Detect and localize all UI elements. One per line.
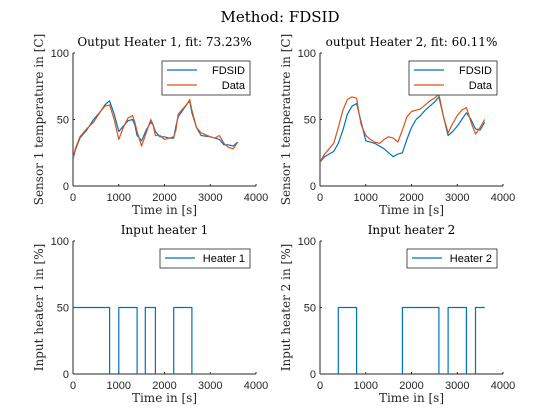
y-tick-label: 50 <box>304 303 316 315</box>
legend-label: FDSID <box>459 65 492 77</box>
y-tick-label: 0 <box>310 181 316 193</box>
x-tick-label: 0 <box>317 380 323 392</box>
x-tick-label: 1000 <box>107 380 131 392</box>
y-tick-label: 100 <box>298 48 316 60</box>
chart-title: Input heater 2 <box>368 223 456 237</box>
legend-box <box>408 60 498 96</box>
x-axis-label: Time in [s] <box>379 203 444 217</box>
series-line-heater-1 <box>73 306 238 374</box>
chart-panel-3: Input heater 1 0 1000 2000 3000 4000 0 50 100 Tim… <box>32 223 268 405</box>
y-tick-label: 50 <box>57 115 69 127</box>
chart-panel-1: Output Heater 1, fit: 73.23%0 1000 2000 300… <box>32 34 268 217</box>
x-tick-label: 4000 <box>491 192 515 204</box>
y-tick-label: 0 <box>63 181 69 193</box>
x-tick-label: 1000 <box>107 192 131 204</box>
chart-title: Output Heater 1, fit: 73.23% <box>77 35 251 49</box>
series-line-data <box>320 93 486 163</box>
legend: Heater 2 <box>406 248 498 269</box>
legend: FDSID Data <box>161 60 251 96</box>
y-axis-label: Sensor 1 temperature in [C] <box>279 34 293 206</box>
x-tick-label: 3000 <box>198 192 222 204</box>
x-axis-label: Time in [s] <box>379 391 444 405</box>
legend-label: Data <box>469 80 493 92</box>
x-tick-label: 3000 <box>445 192 469 204</box>
x-tick-label: 2000 <box>399 192 423 204</box>
y-axis-label: Input heater 2 in [%] <box>279 244 293 372</box>
chart-panel-4: Input heater 2 0 1000 2000 3000 4000 0 50 100 Tim… <box>279 223 515 405</box>
y-tick-label: 0 <box>63 369 69 381</box>
chart-title: Input heater 1 <box>121 223 209 237</box>
x-axis-label: Time in [s] <box>132 391 197 405</box>
y-axis-label: Input heater 1 in [%] <box>32 244 46 372</box>
y-tick-label: 50 <box>304 115 316 127</box>
series-line-data <box>73 98 239 159</box>
x-tick-label: 3000 <box>445 380 469 392</box>
x-tick-label: 2000 <box>399 380 423 392</box>
y-tick-label: 50 <box>57 303 69 315</box>
legend-label: FDSID <box>212 65 245 77</box>
x-tick-label: 4000 <box>244 380 268 392</box>
figure-title: Method: FDSID <box>220 8 339 26</box>
y-tick-label: 100 <box>51 48 69 60</box>
legend-box <box>159 248 251 269</box>
x-tick-label: 4000 <box>491 380 515 392</box>
chart-panel-2: output Heater 2, fit: 60.11%0 1000 2000 300… <box>279 34 515 217</box>
x-tick-label: 1000 <box>354 192 378 204</box>
x-tick-label: 0 <box>70 192 76 204</box>
legend-label: Data <box>222 80 246 92</box>
legend: Heater 1 <box>159 248 251 269</box>
series-line-heater-2 <box>320 306 485 374</box>
x-tick-label: 0 <box>317 192 323 204</box>
legend-label: Heater 1 <box>203 253 245 265</box>
x-tick-label: 2000 <box>152 380 176 392</box>
legend: FDSID Data <box>408 60 498 96</box>
legend-box <box>406 248 498 269</box>
legend-box <box>161 60 251 96</box>
x-axis-label: Time in [s] <box>132 203 197 217</box>
y-axis-label: Sensor 1 temperature in [C] <box>32 34 46 206</box>
y-tick-label: 100 <box>298 236 316 248</box>
x-tick-label: 1000 <box>354 380 378 392</box>
x-tick-label: 0 <box>70 380 76 392</box>
series-line-fdsid <box>320 96 486 163</box>
chart-title: output Heater 2, fit: 60.11% <box>326 35 498 49</box>
x-tick-label: 3000 <box>198 380 222 392</box>
x-tick-label: 2000 <box>152 192 176 204</box>
y-tick-label: 0 <box>310 369 316 381</box>
x-tick-label: 4000 <box>244 192 268 204</box>
legend-label: Heater 2 <box>450 253 492 265</box>
y-tick-label: 100 <box>51 236 69 248</box>
